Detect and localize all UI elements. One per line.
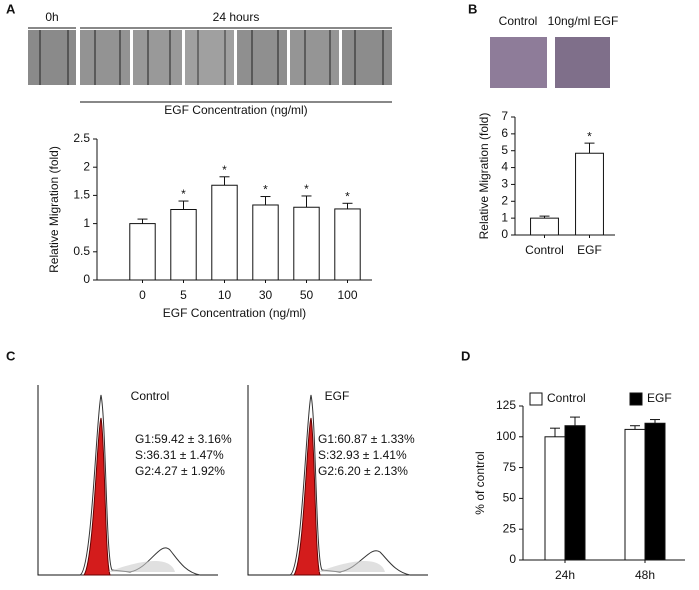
micrographs bbox=[28, 30, 392, 85]
annotation: * bbox=[304, 182, 309, 196]
time-label: 0h bbox=[45, 10, 58, 24]
y-tick-label: 1 bbox=[501, 210, 508, 224]
micrograph bbox=[490, 37, 547, 88]
x-axis-label: EGF Concentration (ng/ml) bbox=[163, 306, 306, 320]
legend-label: Control bbox=[547, 391, 586, 405]
image-label: Control bbox=[499, 14, 538, 28]
y-tick-label: 4 bbox=[501, 160, 508, 174]
bar bbox=[624, 428, 646, 561]
y-axis-label: Relative Migration (fold) bbox=[47, 146, 61, 273]
legend-label: EGF bbox=[647, 391, 672, 405]
x-tick-label: 24h bbox=[555, 568, 575, 582]
x-tick-label: 5 bbox=[180, 288, 187, 302]
x-tick-label: 100 bbox=[337, 288, 357, 302]
bar bbox=[334, 208, 361, 281]
panel-label: B bbox=[468, 1, 477, 16]
flow-stat: G2:4.27 ± 1.92% bbox=[135, 464, 225, 478]
annotation: * bbox=[345, 189, 350, 203]
bar bbox=[544, 436, 566, 561]
time-label: 24 hours bbox=[213, 10, 260, 24]
x-tick-label: Control bbox=[525, 243, 564, 257]
bar bbox=[644, 422, 666, 561]
y-tick-label: 1.5 bbox=[73, 188, 90, 202]
y-tick-label: 25 bbox=[503, 521, 517, 535]
y-tick-label: 100 bbox=[496, 429, 516, 443]
x-tick-label: 10 bbox=[218, 288, 232, 302]
y-tick-label: 0.5 bbox=[73, 244, 90, 258]
bar bbox=[575, 152, 604, 236]
flow-title: EGF bbox=[325, 389, 350, 403]
flow-histogram bbox=[247, 385, 428, 576]
x-tick-label: 50 bbox=[300, 288, 314, 302]
y-tick-label: 0 bbox=[83, 272, 90, 286]
y-tick-label: 0 bbox=[509, 552, 516, 566]
y-axis-label: Relative Migration (fold) bbox=[477, 113, 491, 240]
flow-stat: S:36.31 ± 1.47% bbox=[135, 448, 224, 462]
annotation: * bbox=[263, 183, 268, 197]
panel-label: C bbox=[6, 348, 16, 363]
y-tick-label: 2.5 bbox=[73, 131, 90, 145]
annotation: * bbox=[587, 129, 592, 143]
flow-stat: G1:59.42 ± 3.16% bbox=[135, 432, 232, 446]
bar bbox=[564, 425, 586, 561]
bar bbox=[211, 184, 238, 281]
panel-label: D bbox=[461, 348, 470, 363]
x-tick-label: EGF bbox=[577, 243, 602, 257]
y-axis-label: % of control bbox=[473, 451, 487, 514]
flow-histogram bbox=[37, 385, 218, 576]
bar bbox=[252, 204, 279, 281]
y-tick-label: 1 bbox=[83, 216, 90, 230]
image-label: 10ng/ml EGF bbox=[548, 14, 619, 28]
y-tick-label: 125 bbox=[496, 398, 516, 412]
legend-swatch bbox=[629, 392, 643, 406]
flow-stat: S:32.93 ± 1.41% bbox=[318, 448, 407, 462]
y-tick-label: 2 bbox=[83, 159, 90, 173]
y-tick-label: 0 bbox=[501, 227, 508, 241]
x-tick-label: 0 bbox=[139, 288, 146, 302]
y-tick-label: 3 bbox=[501, 177, 508, 191]
y-tick-label: 7 bbox=[501, 109, 508, 123]
micrograph bbox=[555, 37, 610, 88]
x-tick-label: 30 bbox=[259, 288, 273, 302]
y-tick-label: 75 bbox=[503, 460, 517, 474]
flow-title: Control bbox=[131, 389, 170, 403]
annotation: * bbox=[222, 163, 227, 177]
bar bbox=[170, 209, 197, 281]
x-tick-label: 48h bbox=[635, 568, 655, 582]
axis-label: EGF Concentration (ng/ml) bbox=[164, 103, 307, 117]
y-tick-label: 6 bbox=[501, 126, 508, 140]
panel-label: A bbox=[6, 1, 16, 16]
annotation: * bbox=[181, 187, 186, 201]
legend-swatch bbox=[529, 392, 543, 406]
y-tick-label: 5 bbox=[501, 143, 508, 157]
bar bbox=[293, 206, 320, 281]
bar bbox=[129, 223, 156, 281]
flow-stat: G2:6.20 ± 2.13% bbox=[318, 464, 408, 478]
flow-stat: G1:60.87 ± 1.33% bbox=[318, 432, 415, 446]
bar bbox=[530, 217, 559, 236]
y-tick-label: 2 bbox=[501, 193, 508, 207]
y-tick-label: 50 bbox=[503, 491, 517, 505]
